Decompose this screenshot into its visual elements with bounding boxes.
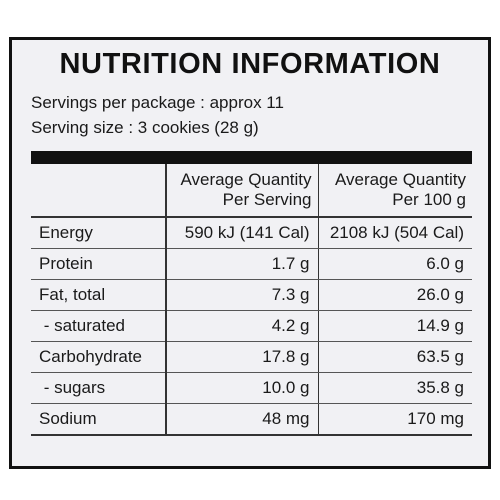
table-row-protein: Protein 1.7 g 6.0 g [31,248,472,280]
nutrition-table: Average Quantity Per Serving Average Qua… [31,164,472,436]
row-label: Fat, total [31,279,166,311]
row-per-100g: 6.0 g [318,248,472,280]
row-per-serving: 4.2 g [165,310,319,342]
table-header-row: Average Quantity Per Serving Average Qua… [31,164,472,218]
header-per-100g-line1: Average Quantity [334,170,466,189]
header-per-serving-line1: Average Quantity [180,170,312,189]
row-per-100g: 35.8 g [318,372,472,404]
row-label: Energy [31,217,166,249]
header-rule-bar [31,151,472,164]
servings-per-package: Servings per package : approx 11 [31,93,284,112]
header-blank-cell [31,164,166,218]
row-label: Protein [31,248,166,280]
row-label: - sugars [31,372,166,404]
row-per-100g: 26.0 g [318,279,472,311]
label-title: NUTRITION INFORMATION [59,48,441,80]
header-per-serving: Average Quantity Per Serving [165,164,319,218]
serving-size: Serving size : 3 cookies (28 g) [31,118,259,137]
row-per-100g: 14.9 g [318,310,472,342]
table-row-fat-total: Fat, total 7.3 g 26.0 g [31,279,472,311]
table-row-energy: Energy 590 kJ (141 Cal) 2108 kJ (504 Cal… [31,217,472,249]
row-per-serving: 48 mg [165,403,319,436]
header-per-100g: Average Quantity Per 100 g [318,164,472,218]
row-per-100g: 170 mg [318,403,472,436]
row-per-serving: 1.7 g [165,248,319,280]
row-per-serving: 10.0 g [165,372,319,404]
row-per-100g: 2108 kJ (504 Cal) [318,217,472,249]
row-label: - saturated [31,310,166,342]
row-per-serving: 7.3 g [165,279,319,311]
row-per-100g: 63.5 g [318,341,472,373]
table-row-sodium: Sodium 48 mg 170 mg [31,403,472,436]
nutrition-panel: NUTRITION INFORMATION Servings per packa… [9,37,491,469]
table-row-saturated: - saturated 4.2 g 14.9 g [31,310,472,342]
row-per-serving: 590 kJ (141 Cal) [165,217,319,249]
row-label: Sodium [31,403,166,436]
header-per-serving-line2: Per Serving [222,190,312,209]
table-row-sugars: - sugars 10.0 g 35.8 g [31,372,472,404]
row-per-serving: 17.8 g [165,341,319,373]
table-row-carbohydrate: Carbohydrate 17.8 g 63.5 g [31,341,472,373]
row-label: Carbohydrate [31,341,166,373]
header-per-100g-line2: Per 100 g [392,190,466,209]
